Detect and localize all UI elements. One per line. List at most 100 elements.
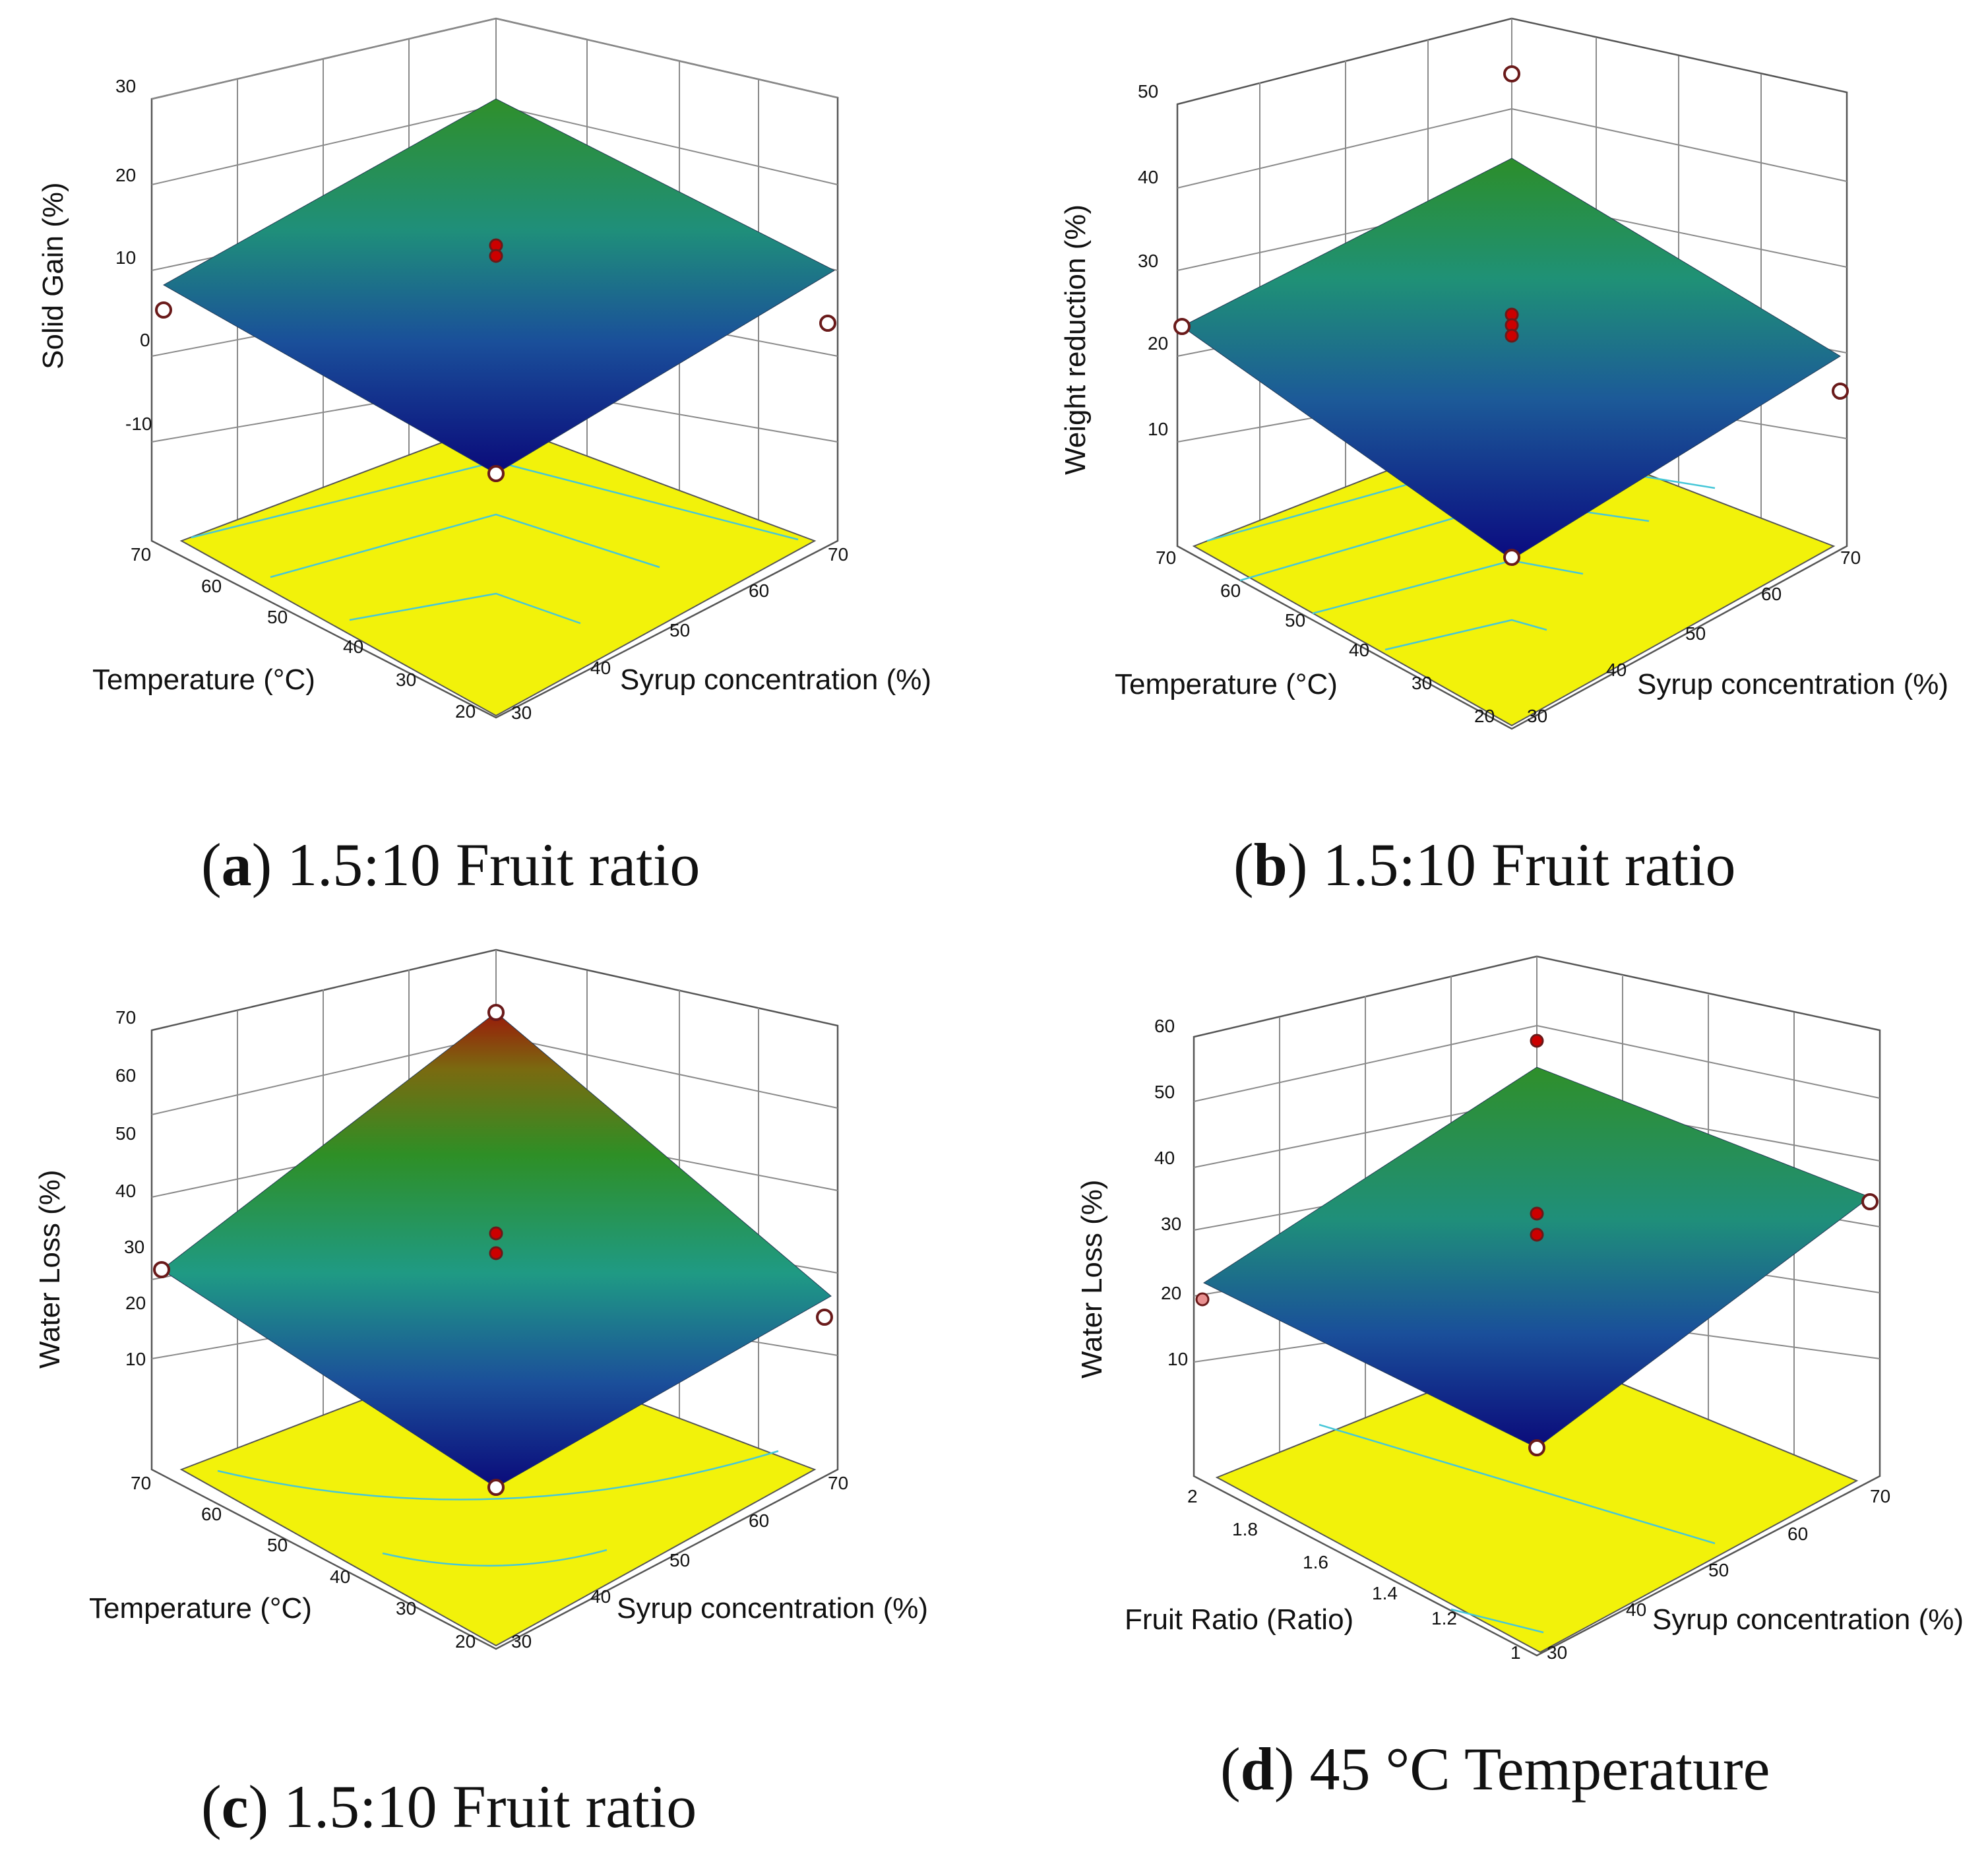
- chart-c: 70 60 50 40 30 20 10 70 60 50 40 30 20 3…: [34, 948, 928, 1840]
- chart-c-x-tick-2: 60: [201, 1504, 222, 1524]
- chart-a-x-tick-2: 60: [201, 576, 222, 596]
- chart-d-contour-1: [1319, 1423, 1716, 1545]
- chart-a-z-ticks: 30 20 10 0 -10: [115, 76, 152, 434]
- chart-a-x-tick-1: 70: [131, 544, 151, 565]
- chart-b-x-tick-1: 70: [1156, 547, 1176, 568]
- chart-d-y-tick-4: 60: [1787, 1524, 1808, 1544]
- chart-b-point-1: [1503, 549, 1520, 566]
- chart-b-z-tick-5: 10: [1148, 419, 1168, 439]
- chart-a-x-tick-6: 20: [455, 701, 476, 722]
- chart-a-z-tick-1: 30: [115, 76, 136, 96]
- chart-b-x-tick-5: 30: [1412, 673, 1432, 693]
- chart-a-y-tick-3: 50: [669, 620, 690, 640]
- chart-c-y-label: Syrup concentration (%): [617, 1592, 928, 1625]
- chart-a-z-tick-2: 20: [115, 165, 136, 185]
- chart-c-point-2: [153, 1261, 170, 1278]
- chart-d-point-5: [1530, 1206, 1544, 1221]
- chart-a-y-ticks: 30 40 50 60 70: [511, 544, 848, 723]
- chart-c-z-label: Water Loss (%): [34, 1169, 66, 1369]
- chart-b-x-tick-4: 40: [1349, 640, 1369, 660]
- chart-d-z-tick-4: 30: [1161, 1214, 1181, 1234]
- chart-a-contour-2: [270, 513, 660, 578]
- chart-a-x-tick-5: 30: [396, 669, 416, 690]
- chart-c-z-ticks: 70 60 50 40 30 20 10: [115, 1007, 146, 1369]
- chart-c-contour-1: [217, 1450, 779, 1501]
- chart-c-x-ticks: 70 60 50 40 30 20: [131, 1473, 476, 1652]
- chart-c-point-1: [487, 1479, 505, 1496]
- chart-d-point-1: [1528, 1439, 1545, 1456]
- chart-a-point-3: [819, 315, 836, 332]
- chart-a-point-2: [155, 301, 172, 319]
- chart-c-z-tick-1: 70: [115, 1007, 136, 1028]
- chart-d-z-tick-3: 40: [1154, 1148, 1175, 1168]
- chart-a-x-tick-4: 40: [343, 636, 363, 657]
- chart-d-surface: [1202, 1067, 1871, 1448]
- chart-d-point-4: [1530, 1034, 1544, 1048]
- chart-b-point-4: [1503, 65, 1520, 82]
- chart-b-x-tick-3: 50: [1285, 610, 1305, 631]
- chart-d-x-tick-1: 2: [1187, 1486, 1198, 1506]
- chart-c-y-tick-4: 60: [749, 1510, 769, 1531]
- chart-c-x-tick-5: 30: [396, 1598, 416, 1619]
- chart-b-z-tick-3: 30: [1138, 251, 1158, 271]
- chart-b-y-tick-4: 60: [1761, 584, 1782, 604]
- chart-b-y-tick-1: 30: [1527, 706, 1547, 726]
- chart-d-y-tick-2: 40: [1626, 1599, 1646, 1620]
- chart-c-point-3: [816, 1309, 833, 1326]
- chart-d-y-ticks: 30 40 50 60 70: [1547, 1486, 1890, 1663]
- chart-b-z-tick-4: 20: [1148, 333, 1168, 354]
- chart-b-y-ticks: 30 40 50 60 70: [1527, 547, 1861, 726]
- chart-a-y-tick-5: 70: [828, 544, 848, 565]
- chart-b-y-tick-3: 50: [1685, 623, 1706, 644]
- chart-a-z-label: Solid Gain (%): [37, 182, 69, 369]
- chart-b-z-tick-1: 50: [1138, 81, 1158, 102]
- chart-c-x-tick-3: 50: [267, 1535, 288, 1555]
- chart-b-x-tick-6: 20: [1474, 706, 1495, 726]
- chart-d-y-label: Syrup concentration (%): [1652, 1603, 1964, 1636]
- chart-a-y-label: Syrup concentration (%): [620, 664, 931, 696]
- chart-d-point-2: [1861, 1193, 1879, 1210]
- chart-a-point-1: [487, 465, 505, 482]
- chart-a-y-tick-4: 60: [749, 580, 769, 601]
- chart-d-x-tick-4: 1.4: [1372, 1583, 1398, 1603]
- chart-b-y-tick-5: 70: [1840, 547, 1861, 568]
- chart-d-z-ticks: 60 50 40 30 20 10: [1154, 1016, 1188, 1369]
- chart-d-y-tick-5: 70: [1870, 1486, 1890, 1506]
- chart-d-x-tick-2: 1.8: [1232, 1519, 1258, 1539]
- chart-b-y-tick-2: 40: [1606, 660, 1627, 680]
- chart-b-x-label: Temperature (°C): [1115, 668, 1338, 700]
- chart-b-z-label: Weight reduction (%): [1059, 204, 1092, 475]
- chart-c-x-tick-1: 70: [131, 1473, 151, 1493]
- chart-c-y-tick-2: 40: [590, 1586, 611, 1607]
- chart-b-point-3: [1832, 383, 1849, 400]
- chart-c-z-tick-5: 30: [124, 1237, 144, 1257]
- chart-b-caption: (b) 1.5:10 Fruit ratio: [1233, 831, 1736, 898]
- chart-b-point-2: [1173, 318, 1191, 335]
- chart-a-y-tick-2: 40: [590, 658, 611, 678]
- chart-b-x-tick-2: 60: [1220, 580, 1241, 601]
- chart-d-y-tick-3: 50: [1708, 1560, 1729, 1580]
- chart-a: 30 20 10 0 -10 70 60 50 40 30 20 30 40 5…: [37, 17, 931, 898]
- chart-a-surface: [162, 98, 836, 474]
- chart-d-point-6: [1530, 1227, 1544, 1242]
- chart-c-x-tick-6: 20: [455, 1631, 476, 1652]
- chart-b-surface: [1181, 158, 1841, 560]
- chart-a-caption: (a) 1.5:10 Fruit ratio: [201, 831, 700, 898]
- chart-d-z-tick-6: 10: [1167, 1349, 1188, 1369]
- chart-b-contour-4: [1384, 619, 1547, 651]
- chart-b-y-label: Syrup concentration (%): [1637, 668, 1948, 700]
- chart-d-point-3: [1195, 1292, 1210, 1307]
- chart-d-caption: (d) 45 °C Temperature: [1220, 1735, 1770, 1803]
- chart-a-base-plane: [179, 421, 817, 717]
- chart-a-point-5: [489, 249, 503, 263]
- chart-c-z-tick-6: 20: [125, 1293, 146, 1313]
- chart-d-x-label: Fruit Ratio (Ratio): [1125, 1603, 1353, 1636]
- chart-d: 60 50 40 30 20 10 2 1.8 1.6 1.4 1.2 1 30…: [1076, 955, 1964, 1803]
- chart-a-z-tick-3: 10: [115, 247, 136, 268]
- chart-c-z-tick-2: 60: [115, 1065, 136, 1086]
- chart-b-x-ticks: 70 60 50 40 30 20: [1156, 547, 1495, 726]
- chart-a-z-tick-5: -10: [125, 414, 152, 434]
- chart-d-x-tick-3: 1.6: [1303, 1552, 1328, 1572]
- chart-d-y-tick-1: 30: [1547, 1642, 1567, 1663]
